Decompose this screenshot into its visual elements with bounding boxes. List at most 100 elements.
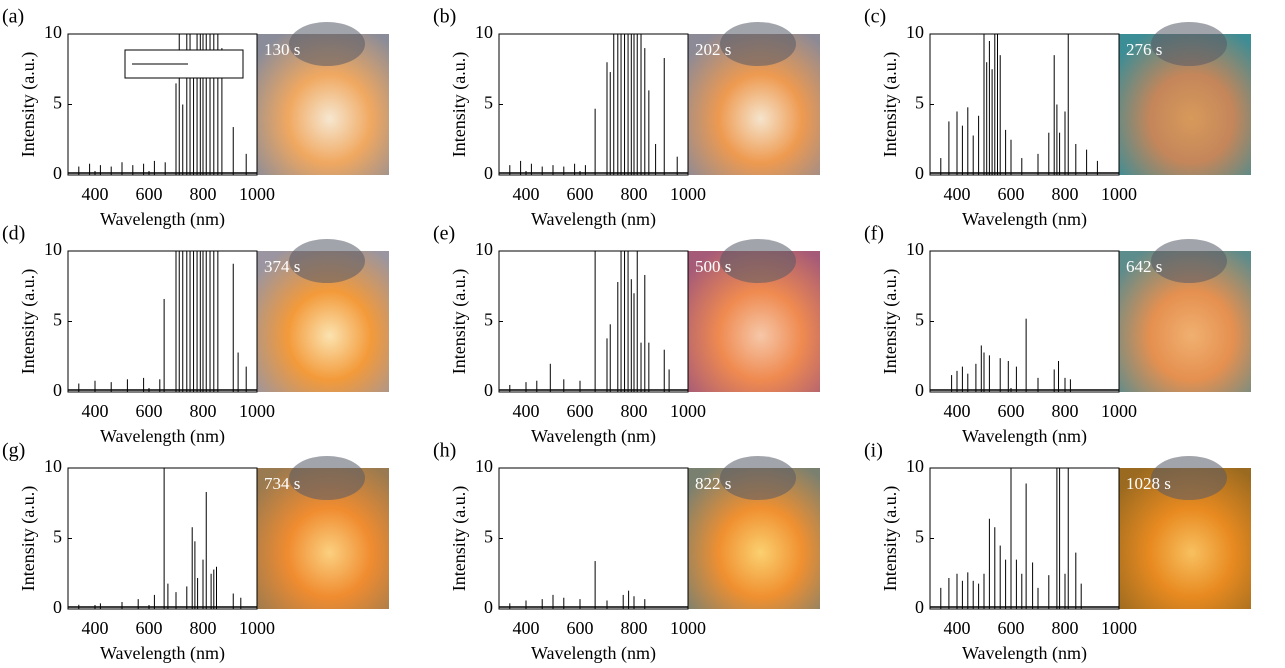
spectrum	[951, 318, 1071, 392]
x-tick-label: 600	[998, 401, 1025, 421]
y-tick-label: 10	[475, 22, 493, 42]
x-axis-label: Wavelength (nm)	[531, 426, 656, 447]
panel-label: (c)	[864, 6, 886, 28]
x-tick-label: 400	[82, 184, 109, 204]
y-tick-label: 10	[44, 22, 62, 42]
y-tick-label: 10	[906, 22, 924, 42]
spectrum	[78, 468, 242, 609]
photo-time: 822 s	[695, 474, 731, 493]
x-tick-label: 800	[1052, 618, 1079, 638]
y-axis-label: Intensity (a.u.)	[880, 52, 901, 157]
panel-label: (h)	[433, 440, 456, 462]
x-tick-label: 800	[1052, 401, 1079, 421]
y-tick-label: 5	[484, 527, 493, 547]
x-tick-label: 800	[190, 401, 217, 421]
y-tick-label: 5	[484, 310, 493, 330]
x-tick-label: 400	[513, 184, 540, 204]
x-axis-label: Wavelength (nm)	[962, 209, 1087, 230]
y-tick-label: 10	[475, 456, 493, 476]
photo-time: 374 s	[264, 257, 300, 276]
y-tick-label: 0	[484, 163, 493, 183]
panel-label: (d)	[2, 223, 25, 245]
x-tick-label: 1000	[239, 401, 275, 421]
y-tick-label: 5	[915, 310, 924, 330]
x-tick-label: 800	[1052, 184, 1079, 204]
y-tick-label: 5	[53, 93, 62, 113]
y-tick-label: 5	[53, 527, 62, 547]
x-tick-label: 1000	[1101, 401, 1137, 421]
photo-shadow	[289, 239, 365, 283]
photo-time: 500 s	[695, 257, 731, 276]
y-axis-label: Intensity (a.u.)	[880, 269, 901, 374]
plot-frame	[498, 33, 689, 176]
y-tick-label: 0	[915, 380, 924, 400]
photo-shadow	[720, 239, 796, 283]
spectrum	[509, 251, 670, 392]
x-tick-label: 600	[567, 401, 594, 421]
y-tick-label: 10	[906, 456, 924, 476]
photo-time: 276 s	[1126, 40, 1162, 59]
plot-frame	[498, 467, 689, 610]
photo-time: 642 s	[1126, 257, 1162, 276]
plot-frame	[67, 250, 258, 393]
x-tick-label: 400	[513, 618, 540, 638]
spectrum	[940, 34, 1098, 175]
x-tick-label: 800	[621, 184, 648, 204]
photo-time: 734 s	[264, 474, 300, 493]
photo-time: 130 s	[264, 40, 300, 59]
spectrum	[509, 34, 678, 175]
x-tick-label: 800	[190, 184, 217, 204]
x-tick-label: 600	[567, 618, 594, 638]
plot-frame	[929, 250, 1120, 393]
panel-label: (b)	[433, 6, 456, 28]
panel-label: (a)	[2, 6, 24, 28]
x-tick-label: 1000	[239, 618, 275, 638]
plot-frame	[498, 250, 689, 393]
y-tick-label: 0	[915, 597, 924, 617]
y-tick-label: 5	[53, 310, 62, 330]
x-tick-label: 600	[567, 184, 594, 204]
x-tick-label: 1000	[670, 401, 706, 421]
x-axis-label: Wavelength (nm)	[100, 643, 225, 663]
y-tick-label: 5	[915, 527, 924, 547]
panel-label: (g)	[2, 440, 25, 462]
x-tick-label: 400	[944, 184, 971, 204]
photo-shadow	[1151, 239, 1227, 283]
photo-shadow	[289, 22, 365, 66]
plot-frame	[67, 467, 258, 610]
x-axis-label: Wavelength (nm)	[962, 426, 1087, 447]
y-tick-label: 5	[915, 93, 924, 113]
x-tick-label: 1000	[670, 184, 706, 204]
y-tick-label: 10	[475, 239, 493, 259]
x-tick-label: 600	[998, 184, 1025, 204]
plot-frame	[929, 467, 1120, 610]
y-tick-label: 0	[484, 380, 493, 400]
spectrum	[78, 34, 247, 175]
photo-shadow	[720, 456, 796, 500]
x-tick-label: 400	[944, 401, 971, 421]
x-tick-label: 800	[621, 618, 648, 638]
y-axis-label: Intensity (a.u.)	[880, 486, 901, 591]
panel-label: (e)	[433, 223, 455, 245]
x-tick-label: 400	[513, 401, 540, 421]
panel-label: (i)	[864, 440, 883, 462]
y-tick-label: 0	[53, 597, 62, 617]
x-tick-label: 1000	[239, 184, 275, 204]
y-axis-label: Intensity (a.u.)	[449, 486, 470, 591]
x-tick-label: 400	[82, 618, 109, 638]
x-axis-label: Wavelength (nm)	[531, 643, 656, 663]
spectrum	[78, 251, 247, 392]
x-tick-label: 800	[621, 401, 648, 421]
x-axis-label: Wavelength (nm)	[962, 643, 1087, 663]
photo-time: 202 s	[695, 40, 731, 59]
y-tick-label: 10	[906, 239, 924, 259]
photo-time: 1028 s	[1126, 474, 1171, 493]
y-tick-label: 0	[53, 163, 62, 183]
photo-shadow	[289, 456, 365, 500]
y-tick-label: 0	[915, 163, 924, 183]
x-tick-label: 1000	[1101, 618, 1137, 638]
x-tick-label: 600	[136, 618, 163, 638]
y-tick-label: 10	[44, 239, 62, 259]
x-tick-label: 400	[82, 401, 109, 421]
